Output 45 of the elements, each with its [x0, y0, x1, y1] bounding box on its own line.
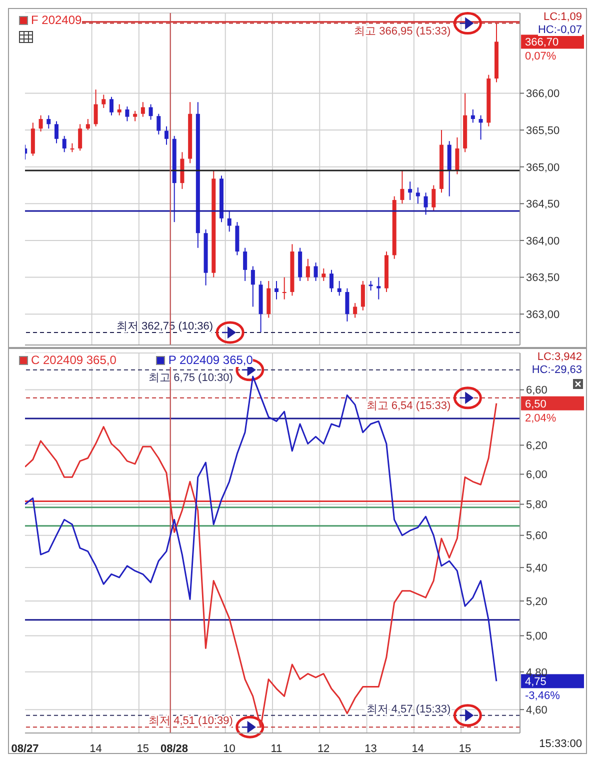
x-tick-label: 12: [317, 743, 330, 755]
x-tick-label: 08/27: [11, 743, 39, 755]
ref-line-label: 최고 366,95 (15:33): [354, 25, 451, 38]
y-tick-label: 363,00: [526, 308, 560, 321]
text: 366,70: [525, 36, 559, 49]
y-tick-label: 4,60: [526, 704, 548, 716]
y-tick-label: 6,20: [526, 440, 548, 452]
y-tick-label: 364,00: [526, 235, 560, 248]
ref-line-label: 최저 4,57 (15:33): [366, 703, 451, 716]
legend-label: C 202409 365,0: [31, 353, 116, 367]
y-tick-label: 6,60: [526, 384, 548, 397]
y-tick-label: 366,00: [526, 88, 560, 100]
y-tick-label: 5,00: [526, 630, 548, 643]
ref-line-label: 최고 6,75 (10:30): [148, 372, 233, 384]
text: HC:-29,63: [532, 364, 582, 376]
x-tick-label: 08/28: [160, 743, 188, 755]
ref-line-label: 최고 6,54 (15:33): [366, 400, 451, 412]
text: 4,75: [525, 676, 546, 688]
x-tick-label: 15: [458, 743, 472, 755]
text: 0,07%: [525, 50, 556, 63]
text: LC:3,942: [537, 351, 582, 363]
y-tick-label: 5,60: [526, 530, 548, 542]
y-tick-label: 363,50: [526, 272, 560, 284]
y-tick-label: 365,00: [526, 162, 560, 174]
legend-label: P 202409 365,0: [168, 353, 253, 367]
y-tick-label: 5,20: [526, 596, 548, 608]
x-tick-label: 10: [223, 743, 236, 755]
text: 2,04%: [525, 412, 556, 424]
y-tick-label: 6,00: [526, 469, 548, 482]
y-tick-label: 5,80: [526, 499, 548, 512]
x-tick-label: 14: [412, 743, 424, 755]
text: 6,50: [525, 398, 546, 410]
y-tick-label: 364,50: [526, 198, 560, 211]
legend-label: F 202409: [31, 13, 82, 27]
y-tick-label: 365,50: [526, 124, 560, 137]
text: -3,46%: [525, 690, 560, 702]
text: LC:1,09: [543, 11, 582, 23]
x-tick-label: 14: [90, 743, 102, 755]
text: HC:-0,07: [538, 24, 582, 36]
ref-line-label: 최저 4,51 (10:39): [148, 715, 233, 728]
x-tick-label: 15: [136, 743, 149, 755]
y-tick-label: 5,40: [526, 562, 548, 574]
x-tick-label: 11: [270, 743, 282, 755]
x-tick-label: 13: [364, 743, 377, 755]
x-axis-title: 15:33:00: [539, 738, 582, 750]
